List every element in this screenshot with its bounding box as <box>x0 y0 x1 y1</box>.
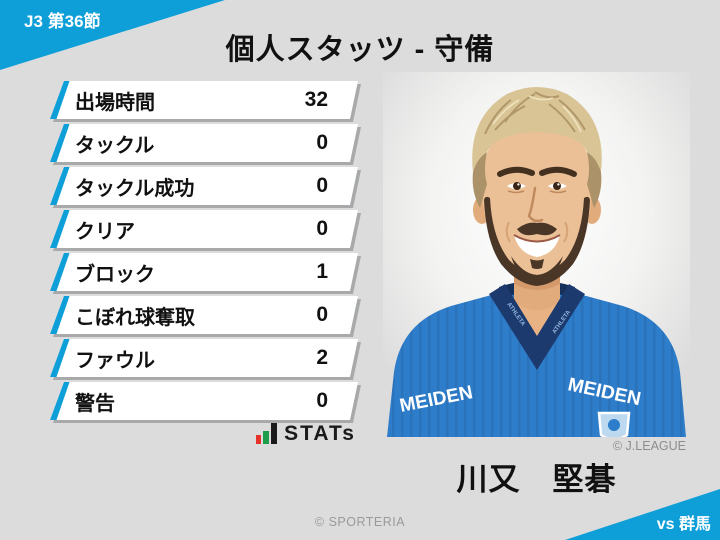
stat-value: 0 <box>316 303 328 326</box>
site-credit: © SPORTERIA <box>314 515 406 529</box>
stat-value: 0 <box>316 389 328 412</box>
stat-value: 0 <box>316 131 328 154</box>
row-accent-stripe <box>48 210 69 248</box>
stat-row-bar: ブロック 1 <box>50 253 358 291</box>
row-accent-stripe <box>48 124 69 162</box>
stat-row: クリア 0 <box>50 210 358 248</box>
stat-row: こぼれ球奪取 0 <box>50 296 358 334</box>
stat-value: 2 <box>316 346 328 369</box>
stat-value: 32 <box>304 88 328 111</box>
stat-label: ブロック <box>75 263 155 286</box>
row-accent-stripe <box>48 253 69 291</box>
page-title: 個人スタッツ - 守備 <box>225 34 495 66</box>
stat-value: 1 <box>316 260 328 283</box>
stat-label: タックル <box>75 134 155 157</box>
matchday-label: J3 第36節 <box>24 12 101 31</box>
stat-value: 0 <box>316 217 328 240</box>
stat-label: 出場時間 <box>75 91 155 114</box>
stat-row: タックル 0 <box>50 124 358 162</box>
stat-row-bar: クリア 0 <box>50 210 358 248</box>
stats-list: 出場時間 32 タックル 0 タックル成功 0 クリア 0 <box>50 81 358 425</box>
stat-label: 警告 <box>75 392 115 415</box>
row-accent-stripe <box>48 339 69 377</box>
row-accent-stripe <box>48 382 69 420</box>
player-name: 川又 堅碁 <box>456 462 617 497</box>
stat-row: 警告 0 <box>50 382 358 420</box>
club-crest <box>597 411 631 441</box>
stats-logo: STATs <box>50 423 356 444</box>
stat-row: 出場時間 32 <box>50 81 358 119</box>
stat-row-bar: タックル 0 <box>50 124 358 162</box>
player-photo: ATHLETA ATHLETA MEIDEN MEIDEN <box>383 72 690 441</box>
player-portrait-illustration: ATHLETA ATHLETA MEIDEN MEIDEN <box>383 72 690 441</box>
row-accent-stripe <box>48 81 69 119</box>
row-accent-stripe <box>48 167 69 205</box>
stat-row-bar: 警告 0 <box>50 382 358 420</box>
stat-row-bar: タックル成功 0 <box>50 167 358 205</box>
stat-row: タックル成功 0 <box>50 167 358 205</box>
stat-label: こぼれ球奪取 <box>75 306 195 329</box>
player-face <box>472 87 602 286</box>
stat-label: クリア <box>75 220 135 243</box>
bar-chart-icon <box>256 423 278 444</box>
stat-row-bar: こぼれ球奪取 0 <box>50 296 358 334</box>
stat-row-bar: ファウル 2 <box>50 339 358 377</box>
opponent-label: vs 群馬 <box>656 516 711 533</box>
row-accent-stripe <box>48 296 69 334</box>
stat-row: ブロック 1 <box>50 253 358 291</box>
stat-row-bar: 出場時間 32 <box>50 81 358 119</box>
stat-value: 0 <box>316 174 328 197</box>
stats-logo-text: STATs <box>284 422 356 445</box>
stat-row: ファウル 2 <box>50 339 358 377</box>
photo-credit: © J.LEAGUE <box>612 439 686 453</box>
stat-label: ファウル <box>75 349 155 372</box>
stat-label: タックル成功 <box>75 177 195 200</box>
